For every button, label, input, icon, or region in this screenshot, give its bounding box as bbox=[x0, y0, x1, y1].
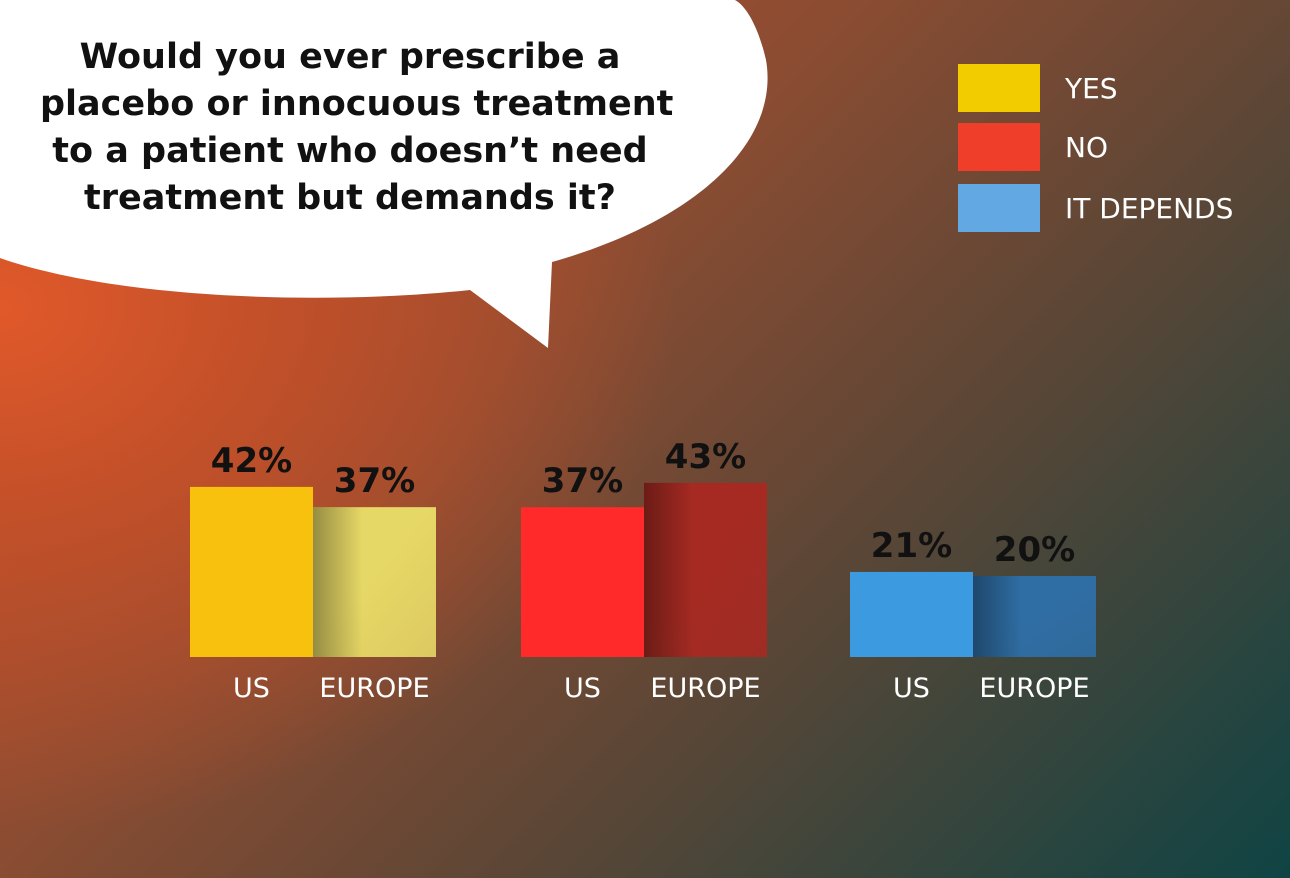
category-label-us: US bbox=[233, 673, 270, 704]
data-label-it-depends-europe: 20% bbox=[994, 530, 1075, 570]
legend-swatch-it-depends bbox=[958, 184, 1040, 232]
data-label-it-depends-us: 21% bbox=[871, 526, 952, 566]
bar-it-depends-us bbox=[850, 571, 973, 657]
speech-bubble-shape bbox=[0, 0, 768, 348]
category-label-europe: EUROPE bbox=[979, 673, 1089, 704]
legend-item-yes: YES bbox=[958, 64, 1278, 114]
bar-shadow-no bbox=[644, 482, 767, 657]
legend-swatch-no bbox=[958, 123, 1040, 171]
legend-swatch-yes bbox=[958, 64, 1040, 112]
data-label-no-europe: 43% bbox=[665, 437, 746, 477]
bar-yes-us bbox=[190, 486, 313, 657]
legend-item-it-depends: IT DEPENDS bbox=[958, 184, 1278, 234]
legend-label-it-depends: IT DEPENDS bbox=[1065, 192, 1234, 225]
data-label-no-us: 37% bbox=[542, 461, 623, 501]
question-line: Would you ever prescribe a bbox=[79, 37, 621, 77]
legend-label-no: NO bbox=[1065, 131, 1108, 164]
bar-shadow-yes bbox=[313, 507, 436, 657]
data-label-yes-europe: 37% bbox=[334, 461, 415, 501]
question-line: to a patient who doesn’t need bbox=[52, 131, 648, 171]
bar-shadow-it-depends bbox=[973, 576, 1096, 657]
category-label-us: US bbox=[564, 673, 601, 704]
category-label-europe: EUROPE bbox=[650, 673, 760, 704]
bar-no-us bbox=[521, 507, 644, 657]
chart-question: Would you ever prescribe a placebo or in… bbox=[40, 34, 674, 222]
question-line: placebo or innocuous treatment bbox=[40, 84, 674, 124]
question-line: treatment but demands it? bbox=[84, 178, 616, 218]
legend-label-yes: YES bbox=[1065, 72, 1118, 105]
category-label-us: US bbox=[893, 673, 930, 704]
data-label-yes-us: 42% bbox=[211, 441, 292, 481]
category-label-europe: EUROPE bbox=[319, 673, 429, 704]
legend-item-no: NO bbox=[958, 123, 1278, 173]
